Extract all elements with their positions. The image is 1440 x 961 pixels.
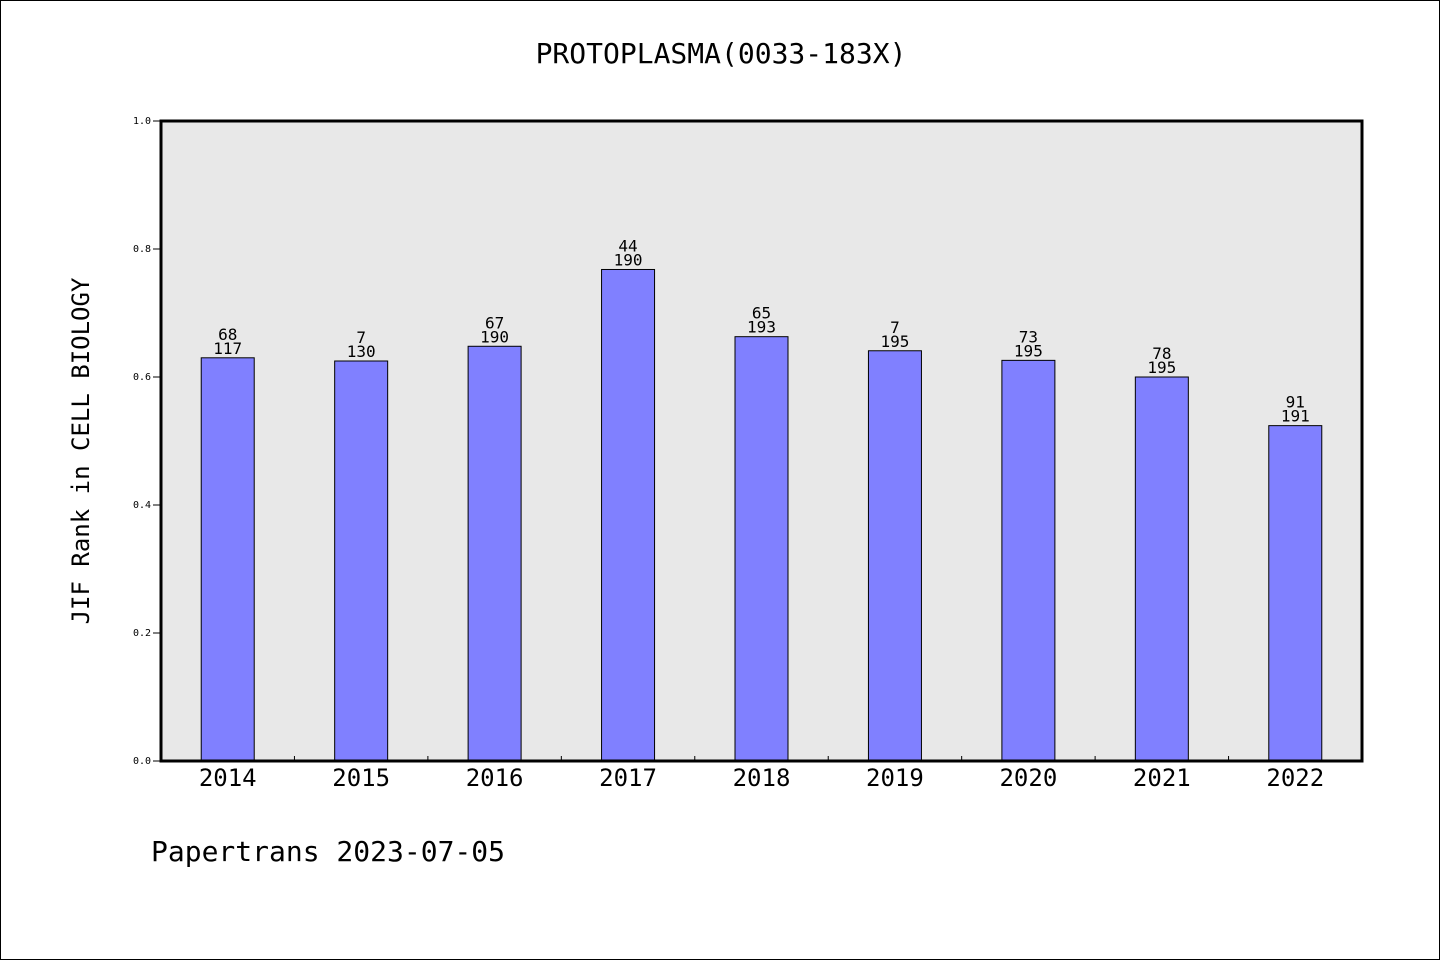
y-tick-label: 0.0: [133, 756, 151, 767]
plot-border: [159, 119, 1364, 763]
y-tick-label: 1.0: [133, 116, 151, 127]
bar-total-label: 130: [347, 342, 376, 361]
bar-total-label: 195: [1014, 341, 1043, 360]
bar-total-label: 190: [614, 250, 643, 269]
x-tick-label: 2021: [1133, 764, 1191, 792]
bar-rank-label: 73: [1019, 327, 1038, 346]
y-tick-label: 0.8: [133, 244, 151, 255]
bar-total-label: 195: [1147, 358, 1176, 377]
bar-2019: [867, 350, 922, 762]
ticks-layer: 2014 2015 2016 2017 2018 2019 2020 2021 2022 0.0 0…: [133, 116, 1324, 792]
y-tick-label: 0.4: [133, 500, 151, 511]
bar-rank-label: 65: [752, 304, 771, 323]
x-tick-label: 2017: [599, 764, 657, 792]
x-tick-label: 2022: [1266, 764, 1324, 792]
x-tick-label: 2019: [866, 764, 924, 792]
bar-rank-label: 7: [356, 328, 366, 347]
bar-2015: [334, 360, 389, 762]
bar-total-label: 191: [1281, 407, 1310, 426]
bar-total-label: 193: [747, 318, 776, 337]
x-tick-label: 2014: [199, 764, 257, 792]
bar-total-label: 195: [880, 332, 909, 351]
bar-2017: [601, 268, 656, 762]
bars-layer: [200, 268, 1323, 762]
x-tick-label: 2020: [999, 764, 1057, 792]
y-tick-label: 0.2: [133, 628, 151, 639]
bar-2016: [467, 345, 522, 762]
chart-title: PROTOPLASMA(0033-183X): [535, 37, 907, 70]
bar-rank-label: 78: [1152, 344, 1171, 363]
bar-rank-label: 68: [218, 325, 237, 344]
bar-2022: [1268, 425, 1323, 762]
bar-2018: [734, 336, 789, 762]
x-tick-label: 2015: [332, 764, 390, 792]
x-tick-label: 2018: [733, 764, 791, 792]
bar-total-label: 117: [213, 339, 242, 358]
bar-2021: [1134, 376, 1189, 762]
bar-rank-label: 67: [485, 313, 504, 332]
y-tick-label: 0.6: [133, 372, 151, 383]
x-tick-label: 2016: [466, 764, 524, 792]
bar-rank-label: 91: [1286, 393, 1305, 412]
bar-rank-label: 7: [890, 318, 900, 337]
bar-2014: [200, 357, 255, 762]
bar-2020: [1001, 359, 1056, 762]
bar-total-label: 190: [480, 327, 509, 346]
footer-text: Papertrans 2023-07-05: [151, 835, 506, 868]
bar-rank-label: 44: [618, 236, 637, 255]
